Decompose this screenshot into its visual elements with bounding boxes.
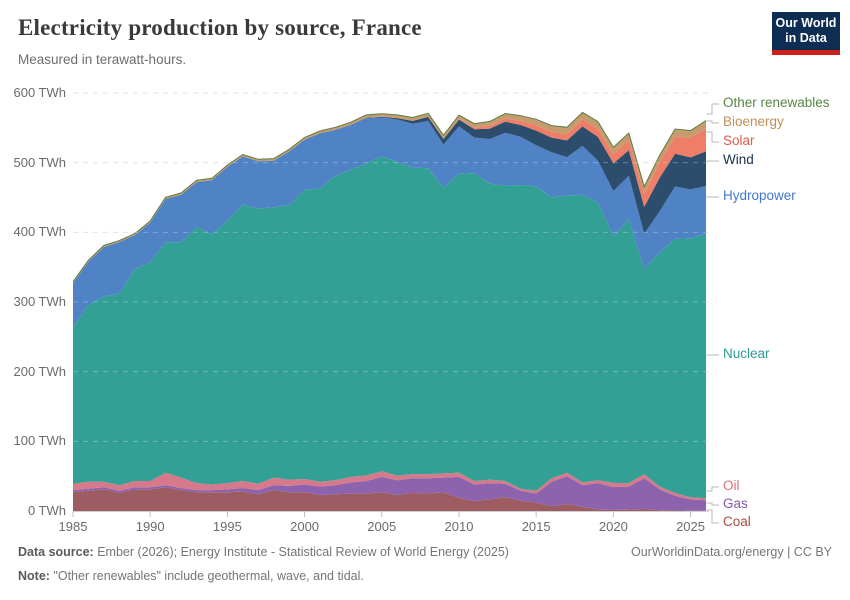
owid-logo-line1: Our World <box>775 16 837 30</box>
y-axis-label: 200 TWh <box>13 363 66 379</box>
area-coal[interactable] <box>73 487 706 511</box>
data-source-label: Data source: <box>18 545 94 559</box>
y-axis-label: 400 TWh <box>13 224 66 240</box>
legend-item-solar[interactable]: Solar <box>723 133 755 148</box>
x-axis-label: 1995 <box>212 519 242 534</box>
owid-credit-link[interactable]: OurWorldinData.org/energy | CC BY <box>630 545 832 559</box>
y-axis-label: 600 TWh <box>13 85 66 100</box>
legend-item-gas[interactable]: Gas <box>723 496 748 511</box>
x-axis-label: 1985 <box>58 519 88 534</box>
area-gas[interactable] <box>73 476 706 511</box>
legend-item-wind[interactable]: Wind <box>723 152 754 167</box>
legend-connector <box>706 120 719 124</box>
x-axis-label: 2010 <box>444 519 474 534</box>
x-axis-label: 2025 <box>676 519 705 534</box>
chart-subtitle: Measured in terawatt-hours. <box>18 52 187 67</box>
area-nuclear[interactable] <box>73 156 706 499</box>
note-label: Note: <box>18 569 50 583</box>
legend-item-nuclear[interactable]: Nuclear <box>723 346 770 361</box>
owid-logo: Our World in Data <box>772 12 840 55</box>
legend-connector <box>706 131 719 143</box>
owid-logo-line2: in Data <box>785 31 827 45</box>
x-axis-label: 2020 <box>598 519 628 534</box>
data-source-line: Data source: Ember (2026); Energy Instit… <box>18 545 509 559</box>
x-axis-label: 1990 <box>135 519 165 534</box>
legend-item-bioenergy[interactable]: Bioenergy <box>723 114 784 129</box>
legend-connector <box>706 486 719 492</box>
legend-connector <box>706 103 719 115</box>
note-line: Note: "Other renewables" include geother… <box>18 569 364 583</box>
x-axis-label: 2015 <box>521 519 551 534</box>
y-axis-label: 500 TWh <box>13 154 66 170</box>
y-axis-label: 300 TWh <box>13 294 66 309</box>
legend-item-oil[interactable]: Oil <box>723 478 740 493</box>
area-hydropower[interactable] <box>73 117 706 328</box>
legend-item-other-renewables[interactable]: Other renewables <box>723 95 830 110</box>
y-axis-label: 100 TWh <box>13 433 66 449</box>
stack-top-edge <box>72 111 707 283</box>
legend-item-coal[interactable]: Coal <box>723 514 751 529</box>
y-axis-label: 0 TWh <box>27 503 66 518</box>
data-source-text: Ember (2026); Energy Institute - Statist… <box>93 545 509 559</box>
legend-item-hydropower[interactable]: Hydropower <box>723 188 796 203</box>
page-title: Electricity production by source, France <box>18 15 422 40</box>
area-oil[interactable] <box>73 471 706 501</box>
legend-connector <box>706 509 719 524</box>
x-axis-label: 2000 <box>290 519 320 534</box>
note-text: "Other renewables" include geothermal, w… <box>49 569 364 583</box>
x-axis-label: 2005 <box>367 519 397 534</box>
legend-connector <box>706 502 719 506</box>
